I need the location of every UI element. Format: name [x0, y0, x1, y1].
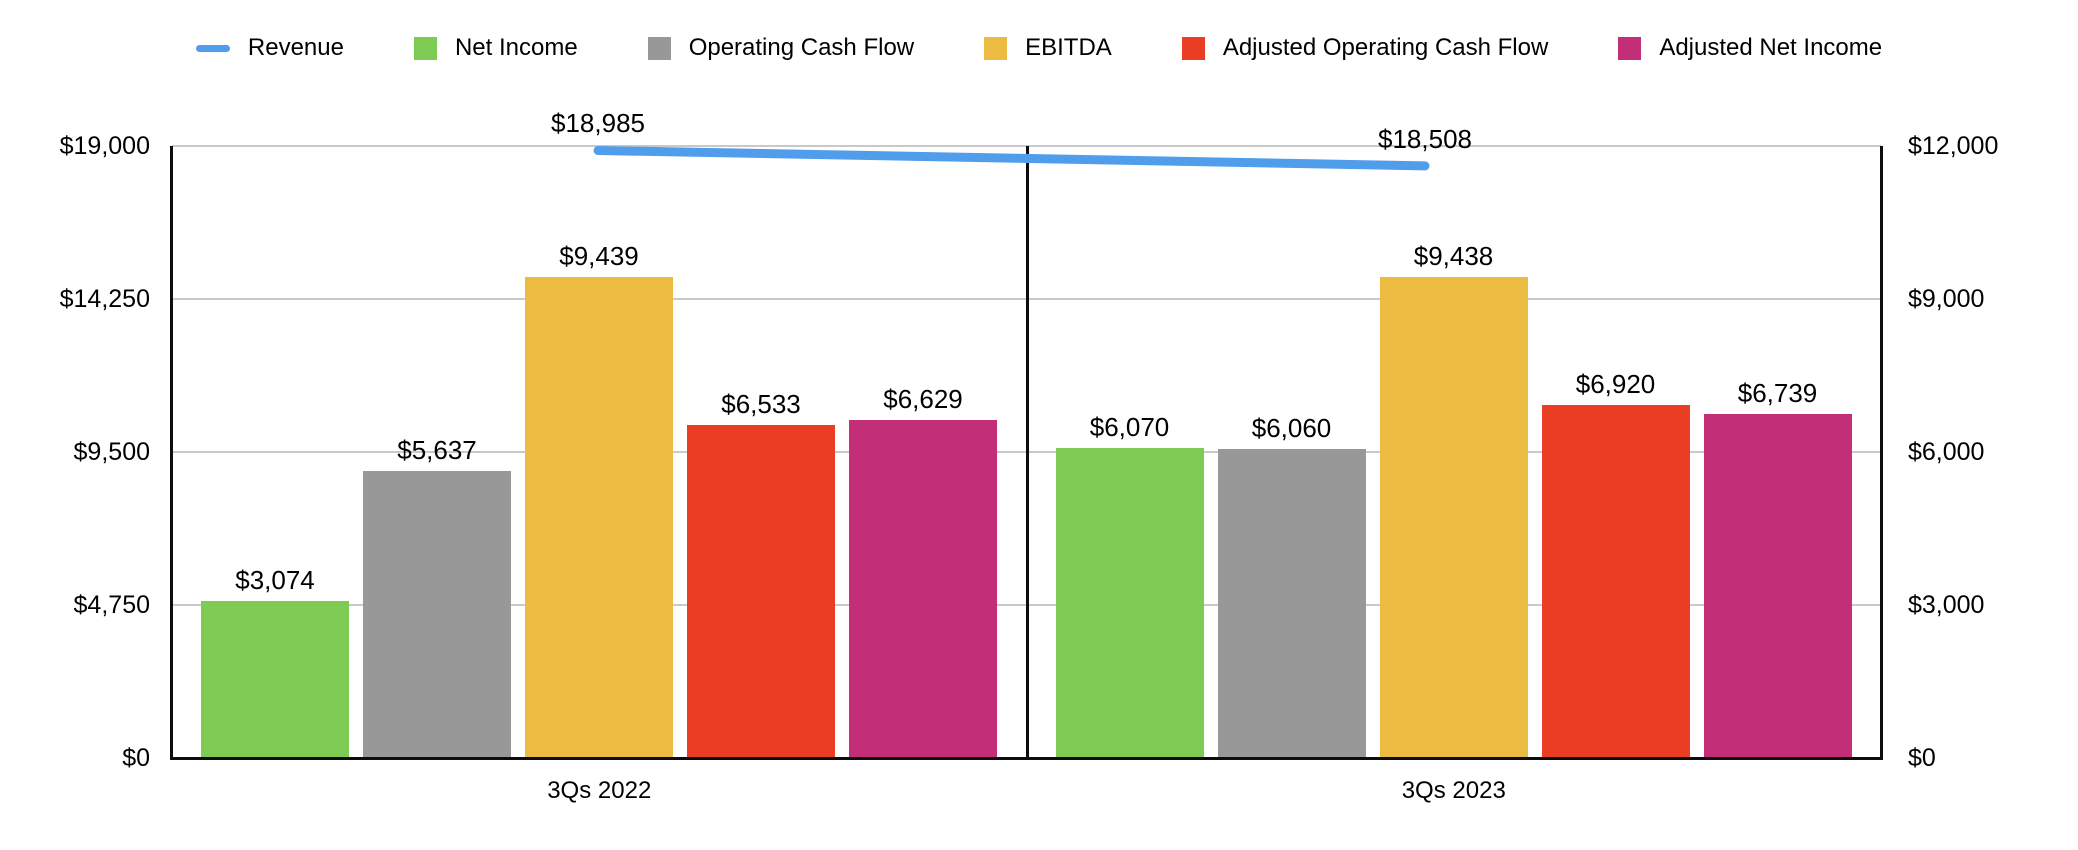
bottom-axis-line: [170, 757, 1883, 760]
bar-adjusted-net-income-3qs-2022: [849, 419, 997, 758]
line-value-label-3qs-2023: $18,508: [1378, 123, 1472, 154]
legend-label-ebitda: EBITDA: [1025, 34, 1112, 61]
bar-value-label-adjusted-operating-cash-flow-3qs-2023: $6,920: [1575, 369, 1656, 400]
revenue-line-segment: [593, 145, 1430, 171]
left-axis-tick-label: $9,500: [73, 438, 150, 466]
line-value-label-3qs-2022: $18,985: [551, 108, 645, 139]
bar-value-label-ebitda-3qs-2022: $9,439: [559, 240, 639, 271]
legend-item-adjusted-operating-cash-flow: Adjusted Operating Cash Flow: [1181, 34, 1549, 61]
right-axis-tick-label: $6,000: [1908, 438, 1985, 466]
bar-net-income-3qs-2023: [1055, 448, 1204, 758]
legend-item-net-income: Net Income: [413, 34, 578, 61]
bar-value-label-ebitda-3qs-2023: $9,438: [1413, 240, 1494, 271]
legend-label-operating-cash-flow: Operating Cash Flow: [688, 34, 915, 61]
right-axis-tick-label: $12,000: [1908, 132, 1999, 160]
bar-value-label-net-income-3qs-2023: $6,070: [1089, 412, 1170, 443]
left-axis-tick-label: $4,750: [73, 591, 150, 619]
x-axis-label-3qs-2023: 3Qs 2023: [1401, 777, 1506, 804]
left-axis-line: [170, 146, 173, 758]
legend-item-revenue: Revenue: [195, 34, 344, 61]
revenue-line-swatch: [195, 44, 230, 52]
bar-value-label-adjusted-operating-cash-flow-3qs-2022: $6,533: [721, 388, 801, 419]
legend-label-adjusted-net-income: Adjusted Net Income: [1659, 34, 1883, 61]
right-axis-tick-label: $0: [1908, 744, 1936, 772]
bar-value-label-net-income-3qs-2022: $3,074: [235, 565, 315, 596]
legend-label-revenue: Revenue: [247, 34, 344, 61]
right-axis-tick-label: $3,000: [1908, 591, 1985, 619]
left-axis-tick-label: $14,250: [59, 285, 150, 313]
bar-value-label-operating-cash-flow-3qs-2022: $5,637: [397, 434, 477, 465]
bar-operating-cash-flow-3qs-2023: [1217, 448, 1366, 758]
bar-operating-cash-flow-3qs-2022: [363, 470, 511, 758]
bar-ebitda-3qs-2022: [525, 276, 673, 758]
legend-item-operating-cash-flow: Operating Cash Flow: [647, 34, 915, 61]
net-income-square-swatch: [413, 36, 437, 60]
category-divider-line: [1025, 146, 1029, 758]
legend-label-net-income: Net Income: [454, 34, 578, 61]
right-axis-tick-label: $9,000: [1908, 285, 1985, 313]
bar-adjusted-operating-cash-flow-3qs-2023: [1541, 405, 1690, 758]
right-axis-line: [1880, 146, 1883, 758]
adjusted-operating-cash-flow-square-swatch: [1181, 36, 1205, 60]
x-axis-label-3qs-2022: 3Qs 2022: [547, 777, 652, 804]
bar-value-label-adjusted-net-income-3qs-2022: $6,629: [883, 383, 963, 414]
left-axis-tick-label: $0: [122, 744, 150, 772]
bar-ebitda-3qs-2023: [1379, 276, 1528, 758]
ebitda-square-swatch: [984, 36, 1008, 60]
bar-net-income-3qs-2022: [201, 601, 349, 758]
legend-item-adjusted-net-income: Adjusted Net Income: [1618, 36, 1882, 60]
operating-cash-flow-square-swatch: [647, 36, 671, 60]
legend-item-ebitda: EBITDA: [984, 36, 1112, 60]
bar-adjusted-net-income-3qs-2023: [1703, 414, 1852, 758]
bar-value-label-operating-cash-flow-3qs-2023: $6,060: [1251, 412, 1332, 443]
legend-label-adjusted-operating-cash-flow: Adjusted Operating Cash Flow: [1222, 34, 1549, 61]
bar-value-label-adjusted-net-income-3qs-2023: $6,739: [1737, 378, 1818, 409]
adjusted-net-income-square-swatch: [1618, 36, 1642, 60]
left-axis-tick-label: $19,000: [59, 132, 150, 160]
bar-adjusted-operating-cash-flow-3qs-2022: [687, 424, 835, 758]
chart-legend: Revenue Net Income Operating Cash Flow EBIT…: [0, 36, 2078, 60]
